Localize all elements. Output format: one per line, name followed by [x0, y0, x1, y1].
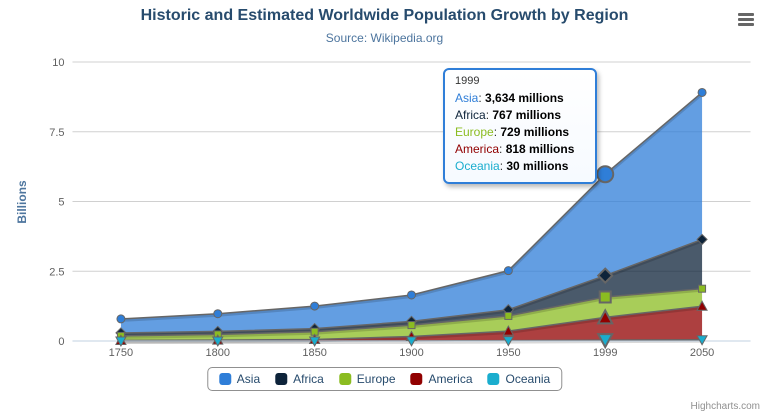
legend-item-label: Asia: [236, 372, 261, 386]
marker-oceania-1900[interactable]: [405, 336, 418, 347]
tooltip-row-america: America: 818 millions: [455, 142, 575, 156]
legend-swatch-africa: [275, 373, 288, 385]
marker-europe-1900[interactable]: [407, 321, 416, 330]
chart-title: Historic and Estimated Worldwide Populat…: [140, 7, 629, 24]
marker-europe-1999[interactable]: [598, 290, 612, 304]
marker-europe-1950[interactable]: [504, 311, 513, 320]
marker-oceania-2050[interactable]: [696, 335, 708, 346]
credits-link[interactable]: Highcharts.com: [690, 401, 760, 412]
series-area-africa[interactable]: [120, 239, 703, 336]
legend-item-asia[interactable]: Asia: [218, 372, 261, 386]
tooltip-row-europe: Europe: 729 millions: [455, 125, 570, 139]
marker-oceania-1950[interactable]: [502, 336, 515, 347]
legend-item-africa[interactable]: Africa: [275, 372, 324, 386]
marker-asia-1950[interactable]: [503, 266, 513, 276]
legend: Asia Africa Europe America Oceania: [206, 367, 563, 391]
tooltip-rows: Asia: 3,634 millions Africa: 767 millions…: [455, 90, 585, 175]
y-axis-tick-label: 2.5: [49, 266, 64, 278]
legend-item-oceania[interactable]: Oceania: [487, 372, 551, 386]
marker-oceania-1750[interactable]: [115, 336, 127, 347]
legend-swatch-asia: [218, 373, 231, 385]
legend-item-europe[interactable]: Europe: [338, 372, 396, 386]
y-axis-tick-label: 10: [52, 57, 64, 69]
x-axis-tick-label: 1800: [206, 347, 230, 359]
legend-swatch-europe: [338, 373, 351, 385]
x-axis-tick-label: 1850: [302, 347, 326, 359]
hamburger-icon: [738, 18, 754, 21]
tooltip-row-asia: Asia: 3,634 millions: [455, 91, 564, 105]
marker-oceania-1999[interactable]: [596, 333, 614, 350]
tooltip: 1999 Asia: 3,634 millions Africa: 767 mil…: [443, 68, 597, 184]
y-axis-title: Billions: [15, 180, 29, 224]
series-area-america[interactable]: [120, 306, 703, 341]
marker-america-1999[interactable]: [596, 308, 614, 325]
y-axis-tick-label: 7.5: [49, 127, 64, 139]
y-axis-tick-label: 5: [58, 197, 64, 209]
marker-asia-1999[interactable]: [596, 165, 615, 184]
hamburger-icon: [738, 23, 754, 26]
tooltip-row-africa: Africa: 767 millions: [455, 108, 562, 122]
marker-america-2050[interactable]: [696, 300, 708, 311]
marker-america-1950[interactable]: [502, 325, 515, 336]
chart-subtitle: Source: Wikipedia.org: [325, 31, 444, 45]
legend-item-label: Europe: [356, 372, 396, 386]
legend-swatch-america: [410, 373, 423, 385]
legend-item-label: America: [428, 372, 473, 386]
legend-item-label: Africa: [293, 372, 324, 386]
legend-item-label: Oceania: [505, 372, 551, 386]
marker-asia-1900[interactable]: [407, 290, 416, 300]
export-menu-button[interactable]: [734, 9, 758, 31]
tooltip-row-oceania: Oceania: 30 millions: [455, 159, 569, 173]
marker-asia-2050[interactable]: [697, 87, 707, 97]
marker-asia-1800[interactable]: [213, 309, 223, 319]
x-axis-tick-label: 1750: [109, 347, 133, 359]
marker-africa-2050[interactable]: [696, 233, 708, 246]
marker-oceania-1850[interactable]: [308, 336, 321, 347]
legend-item-america[interactable]: America: [410, 372, 473, 386]
hamburger-icon: [738, 13, 754, 16]
x-axis-tick-label: 2050: [690, 347, 714, 359]
marker-oceania-1800[interactable]: [211, 336, 224, 347]
tooltip-header: 1999: [455, 75, 480, 87]
legend-swatch-oceania: [487, 373, 500, 385]
x-axis-tick-label: 1900: [399, 347, 423, 359]
y-axis-tick-label: 0: [58, 336, 64, 348]
series-area-asia[interactable]: [120, 92, 703, 333]
marker-africa-1999[interactable]: [596, 267, 614, 285]
marker-asia-1850[interactable]: [310, 301, 320, 311]
marker-europe-2050[interactable]: [698, 284, 707, 293]
marker-asia-1750[interactable]: [116, 314, 126, 324]
x-axis-tick-label: 1999: [593, 347, 617, 359]
x-axis-tick-label: 1950: [496, 347, 520, 359]
